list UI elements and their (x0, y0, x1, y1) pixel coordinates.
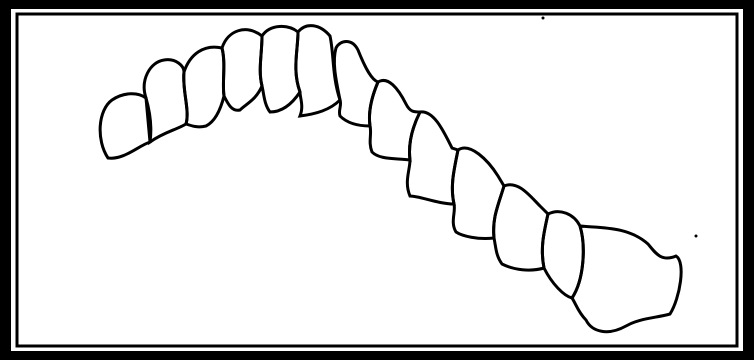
speck (695, 235, 698, 238)
page: (() => { const data = JSON.parse(documen… (0, 0, 754, 360)
speck (542, 17, 545, 20)
picture (0, 0, 754, 360)
frame-gap (11, 9, 743, 351)
